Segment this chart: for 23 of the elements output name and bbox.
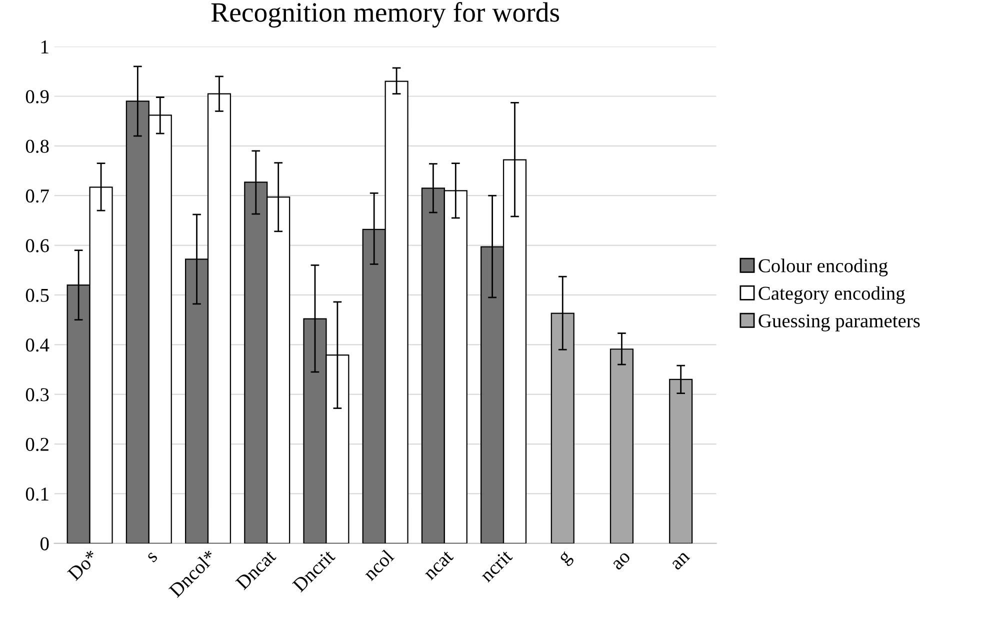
x-tick-label: Do* <box>67 549 99 582</box>
y-tick-label: 0.5 <box>26 288 49 302</box>
y-tick-label: 0.1 <box>26 488 48 501</box>
x-tick-label: ncat <box>424 550 454 580</box>
y-tick-label: 0.7 <box>26 189 49 203</box>
y-tick-label: 0.6 <box>26 239 49 252</box>
x-tick-label: g <box>558 550 575 567</box>
chart-title: Recognition memory for words <box>211 2 560 28</box>
y-tick-label: 0 <box>40 537 49 550</box>
y-tick-label: 0.2 <box>26 438 48 452</box>
y-tick-label: 1 <box>41 40 48 54</box>
legend-label: Guessing parameters <box>758 314 920 332</box>
y-tick-label: 0.4 <box>26 338 50 352</box>
x-tick-label: ao <box>612 552 631 570</box>
legend-label: Category encoding <box>758 286 905 304</box>
y-tick-label: 0.8 <box>26 140 49 153</box>
legend-label: Colour encoding <box>758 258 888 276</box>
y-tick-label: 0.9 <box>26 90 49 104</box>
y-tick-label: 0.3 <box>26 388 49 402</box>
x-tick-label: s <box>147 552 158 563</box>
x-tick-label: ncrit <box>479 548 514 583</box>
x-tick-label: an <box>671 552 690 570</box>
x-tick-label: ncol <box>362 548 395 582</box>
